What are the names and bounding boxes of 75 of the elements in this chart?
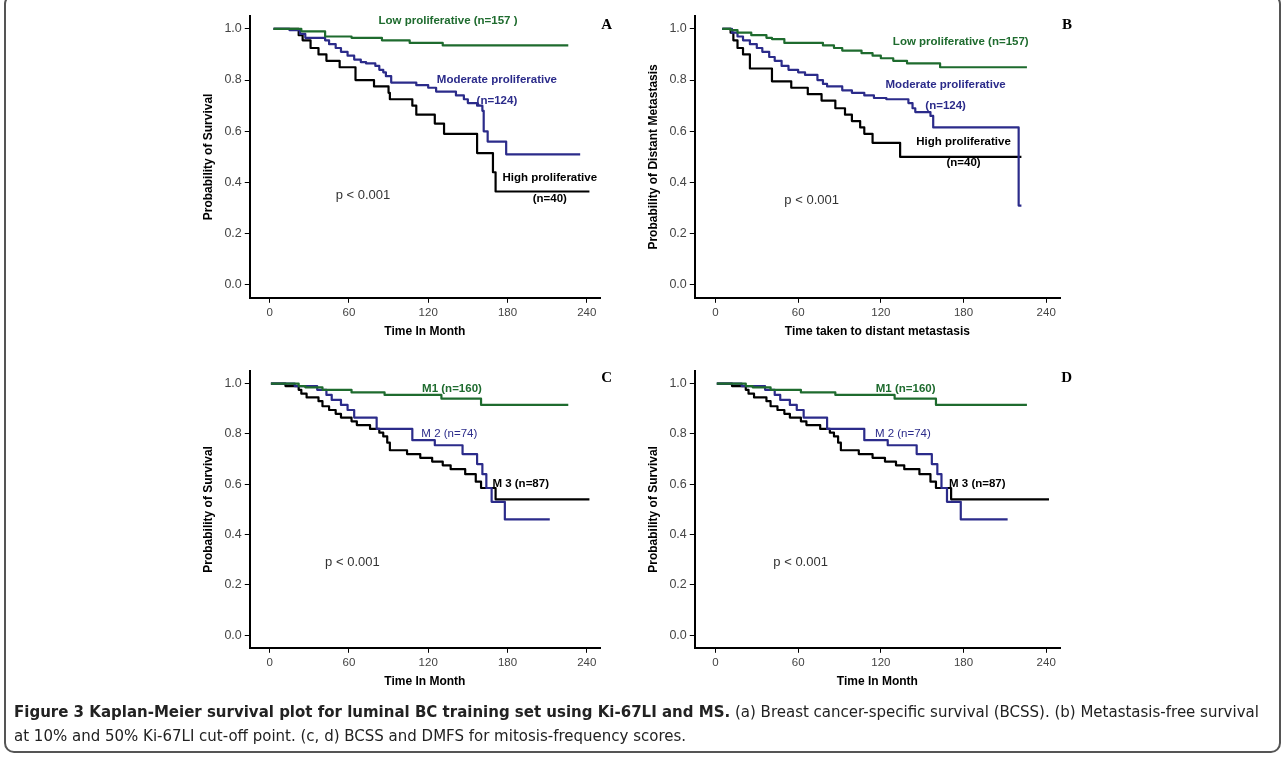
- series-label: M1 (n=160): [422, 381, 483, 394]
- y-tick-label: 0.8: [669, 426, 687, 441]
- y-tick-label: 0.0: [669, 277, 687, 292]
- chart-title: D: [1061, 369, 1073, 386]
- x-tick-label: 240: [577, 655, 597, 668]
- y-axis-title: Probability of Survival: [645, 446, 660, 573]
- series-label: Low proliferative (n=157 ): [378, 14, 518, 27]
- series-label: M 3 (n=87): [949, 477, 1006, 490]
- series-label: M 2 (n=74): [874, 427, 932, 440]
- x-tick-label: 0: [712, 655, 719, 668]
- x-tick-label: 120: [871, 655, 891, 668]
- x-tick-label: 240: [577, 305, 597, 318]
- x-tick-label: 0: [266, 655, 273, 668]
- chart-title: A: [601, 16, 613, 33]
- y-axis-title: Probability of Survival: [200, 93, 215, 221]
- x-tick-label: 120: [418, 305, 438, 318]
- x-tick-label: 60: [342, 305, 356, 318]
- annotation: p < 0.001: [784, 192, 839, 208]
- x-tick-label: 0: [712, 305, 719, 318]
- x-axis-title: Time In Month: [384, 324, 466, 339]
- x-axis-title: Time In Month: [384, 674, 466, 689]
- y-axis-title: Probability of Distant Metastasis: [645, 63, 660, 250]
- x-tick-label: 60: [342, 655, 356, 668]
- x-tick-label: 120: [418, 655, 438, 668]
- x-tick-label: 180: [497, 305, 518, 318]
- y-tick-label: 1.0: [669, 376, 687, 391]
- y-tick-label: 0.2: [669, 226, 687, 241]
- x-tick-label: 120: [871, 305, 891, 318]
- series-label: Moderate proliferative (n=124): [436, 73, 557, 107]
- annotation: p < 0.001: [335, 186, 391, 202]
- series-label: High proliferative (n=40): [916, 134, 1011, 168]
- text: (c, d) BCSS and DMFS for mitosis-frequency scores.: [300, 727, 687, 745]
- x-tick-label: 0: [266, 305, 273, 318]
- y-axis-title: Probability of Survival: [200, 446, 215, 573]
- x-axis-title: Time In Month: [836, 674, 918, 689]
- y-tick-label: 0.2: [669, 577, 687, 592]
- y-tick-label: 0.6: [224, 123, 242, 138]
- x-tick-label: 180: [953, 305, 974, 318]
- chart-title: B: [1061, 16, 1072, 33]
- y-tick-label: 0.4: [669, 174, 687, 189]
- y-tick-label: 0.2: [224, 226, 242, 241]
- text: (a) Breast cancer-specific survival (BCSS).: [734, 703, 1050, 721]
- chart-title: C: [601, 369, 612, 386]
- y-tick-label: 0.0: [224, 627, 242, 642]
- y-tick-label: 1.0: [224, 21, 242, 36]
- y-tick-label: 0.4: [224, 174, 242, 189]
- y-tick-label: 0.4: [669, 527, 687, 542]
- x-tick-label: 180: [497, 655, 518, 668]
- x-tick-label: 60: [791, 305, 805, 318]
- y-tick-label: 0.0: [224, 277, 242, 292]
- annotation: p < 0.001: [325, 553, 380, 569]
- y-tick-label: 1.0: [669, 21, 687, 36]
- y-tick-label: 0.8: [224, 426, 242, 441]
- y-tick-label: 0.2: [224, 577, 242, 592]
- y-tick-label: 0.6: [669, 476, 687, 491]
- series-label: Low proliferative (n=157): [892, 34, 1029, 47]
- x-tick-label: 240: [1036, 305, 1056, 318]
- series-label: High proliferative (n=40): [502, 170, 598, 204]
- y-tick-label: 0.0: [669, 627, 687, 642]
- series-label: Moderate proliferative (n=124): [885, 78, 1006, 112]
- y-tick-label: 0.8: [669, 72, 687, 87]
- x-tick-label: 60: [791, 655, 805, 668]
- text: Figure 3 Kaplan-Meier survival plot for luminal BC training set using Ki-67LI and MS.: [14, 703, 731, 721]
- series-label: M1 (n=160): [875, 381, 936, 394]
- y-tick-label: 0.6: [224, 476, 242, 491]
- y-tick-label: 0.6: [669, 123, 687, 138]
- series-label: M 2 (n=74): [421, 427, 478, 440]
- series-label: M 3 (n=87): [492, 477, 550, 490]
- y-tick-label: 0.4: [224, 527, 242, 542]
- y-tick-label: 0.8: [224, 72, 242, 87]
- y-tick-label: 1.0: [224, 376, 242, 391]
- x-axis-title: Time taken to distant metastasis: [784, 324, 971, 339]
- annotation: p < 0.001: [773, 553, 828, 569]
- x-tick-label: 180: [953, 655, 974, 668]
- x-tick-label: 240: [1036, 655, 1056, 668]
